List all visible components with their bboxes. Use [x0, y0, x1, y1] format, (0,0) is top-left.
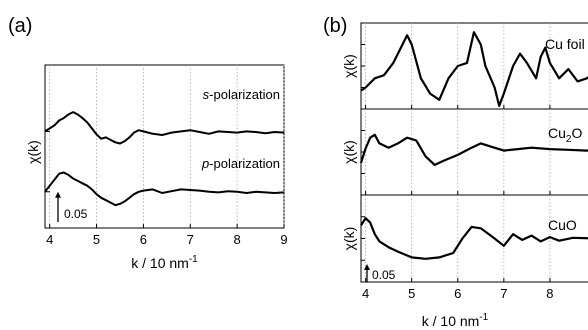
a-scale-bar-arrow — [55, 191, 61, 198]
panel-b: (b)χ(k)χ(k)456789χ(k)Cu foilCu2OCuO0.05k… — [323, 15, 588, 329]
series-label-cu2o-rest: O — [571, 125, 582, 141]
b-series-line-1 — [359, 133, 588, 166]
b0-y-axis-label: χ(k) — [341, 54, 357, 78]
b2-x-tick-label-4: 4 — [362, 286, 369, 301]
a-series-line-0 — [44, 111, 285, 145]
b2-y-axis-label: χ(k) — [341, 227, 357, 251]
b-series-line-0 — [360, 31, 588, 107]
b-series-line-2 — [360, 217, 588, 260]
a-x-tick-label-4: 4 — [46, 232, 53, 247]
panel-label-a: (a) — [8, 15, 32, 37]
panel-label-b: (b) — [323, 15, 347, 37]
series-label-s-rest: -polarization — [209, 87, 280, 102]
a-x-axis-label: k / 10 nm-1 — [131, 254, 198, 271]
a-x-axis-label-text: k / 10 nm — [131, 255, 189, 271]
series-label-p-rest: -polarization — [209, 156, 280, 171]
b-subplot-frame-1 — [360, 108, 588, 196]
a-x-tick-label-7: 7 — [187, 232, 194, 247]
b1-y-axis-label: χ(k) — [341, 140, 357, 164]
a-scale-bar-label: 0.05 — [64, 207, 88, 221]
b-scale-bar-arrow — [364, 264, 370, 270]
a-x-tick-label-5: 5 — [93, 232, 100, 247]
b2-x-tick-label-8: 8 — [546, 286, 553, 301]
a-series-line-1 — [44, 171, 285, 207]
b-scale-bar-label: 0.05 — [372, 268, 396, 282]
a-x-tick-label-6: 6 — [140, 232, 147, 247]
a-x-axis-label-sup: -1 — [189, 254, 198, 265]
b2-x-tick-label-7: 7 — [500, 286, 507, 301]
b-x-axis-label-sup: -1 — [479, 312, 488, 323]
a-x-tick-label-8: 8 — [234, 232, 241, 247]
series-label-s-italic: s — [203, 87, 210, 102]
b2-x-tick-label-5: 5 — [408, 286, 415, 301]
a-y-axis-label: χ(k) — [25, 140, 41, 164]
b2-x-tick-label-6: 6 — [454, 286, 461, 301]
a-x-tick-label-9: 9 — [280, 232, 287, 247]
series-label-cu2o-base: Cu — [548, 125, 566, 141]
series-label-cuo: CuO — [548, 217, 577, 233]
series-label-p-polarization: p-polarization — [201, 156, 280, 171]
series-label-cu-foil: Cu foil — [545, 36, 585, 52]
series-label-s-polarization: s-polarization — [203, 87, 280, 102]
series-label-cu2o-sub: 2 — [566, 134, 572, 145]
series-label-p-italic: p — [201, 156, 209, 171]
series-label-cu2o: Cu2O — [548, 125, 582, 145]
b-x-axis-label-text: k / 10 nm — [422, 313, 480, 329]
panel-a: (a)4 5 6 7 8 9s-polarizationp-polarization0.0… — [8, 15, 288, 271]
b-x-axis-label: k / 10 nm-1 — [422, 312, 489, 329]
